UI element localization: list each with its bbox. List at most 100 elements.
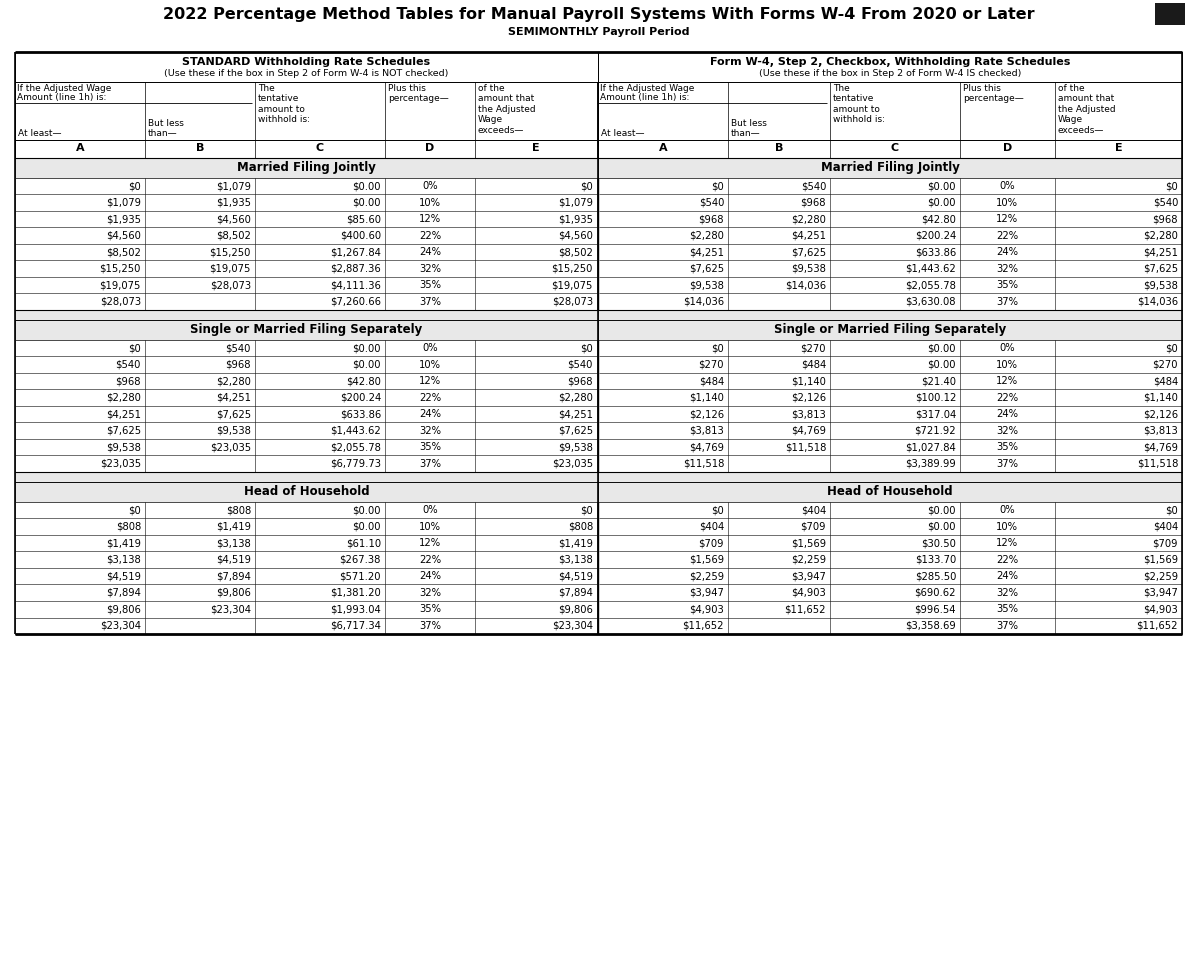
Text: $968: $968 [1152, 214, 1178, 225]
Text: $9,538: $9,538 [106, 442, 141, 452]
Text: $2,055.78: $2,055.78 [905, 280, 956, 291]
Bar [16, 320, 598, 340]
Text: $968: $968 [116, 376, 141, 386]
Text: $3,947: $3,947 [689, 588, 724, 598]
Text: $61.10: $61.10 [346, 538, 381, 548]
Text: $1,443.62: $1,443.62 [905, 263, 956, 274]
Text: 35%: 35% [996, 605, 1018, 614]
Bar [16, 227, 598, 244]
Text: $4,903: $4,903 [689, 605, 724, 614]
Text: 37%: 37% [419, 621, 441, 631]
Text: $9,538: $9,538 [1143, 280, 1178, 291]
Bar [16, 617, 598, 634]
Text: $11,652: $11,652 [683, 621, 724, 631]
Text: $709: $709 [698, 538, 724, 548]
Text: $540: $540 [1152, 197, 1178, 208]
Text: $0.00: $0.00 [352, 505, 381, 515]
Text: $15,250: $15,250 [210, 247, 251, 258]
Bar [16, 584, 598, 601]
Text: $540: $540 [698, 197, 724, 208]
Text: $4,251: $4,251 [106, 409, 141, 419]
Text: $968: $968 [800, 197, 826, 208]
Text: At least—: At least— [18, 129, 62, 138]
Text: $709: $709 [1152, 538, 1178, 548]
Bar [16, 158, 598, 178]
Text: $0.00: $0.00 [352, 197, 381, 208]
Text: 22%: 22% [996, 393, 1018, 402]
Text: 35%: 35% [996, 442, 1018, 452]
Text: $3,138: $3,138 [216, 538, 251, 548]
Text: $1,079: $1,079 [106, 197, 141, 208]
Text: 35%: 35% [419, 442, 441, 452]
Text: E: E [1115, 143, 1122, 153]
Bar [598, 456, 1182, 472]
Text: $4,251: $4,251 [216, 393, 251, 402]
Bar [598, 568, 1182, 584]
Bar [16, 194, 598, 211]
Bar [1155, 3, 1184, 25]
Text: $1,267.84: $1,267.84 [330, 247, 381, 258]
Bar [598, 617, 1182, 634]
Text: $996.54: $996.54 [915, 605, 956, 614]
Text: $633.86: $633.86 [340, 409, 381, 419]
Text: $1,079: $1,079 [216, 181, 251, 191]
Text: $2,280: $2,280 [792, 214, 826, 225]
Bar [16, 518, 598, 535]
Text: $1,935: $1,935 [216, 197, 251, 208]
Bar [598, 82, 1182, 140]
Text: $0: $0 [580, 505, 593, 515]
Text: $14,036: $14,036 [784, 280, 826, 291]
Text: Single or Married Filing Separately: Single or Married Filing Separately [774, 324, 1007, 336]
Text: $2,280: $2,280 [1143, 230, 1178, 241]
Text: $19,075: $19,075 [552, 280, 593, 291]
Bar [598, 158, 1182, 178]
Text: C: C [316, 143, 324, 153]
Text: $2,259: $2,259 [1143, 572, 1178, 581]
Text: $1,419: $1,419 [106, 538, 141, 548]
Text: $23,035: $23,035 [210, 442, 251, 452]
Text: $28,073: $28,073 [100, 296, 141, 307]
Text: 12%: 12% [996, 376, 1018, 386]
Bar [598, 277, 1182, 294]
Text: $0: $0 [128, 505, 141, 515]
Text: 35%: 35% [419, 605, 441, 614]
Text: $3,389.99: $3,389.99 [905, 459, 956, 469]
Text: $9,806: $9,806 [216, 588, 251, 598]
Text: 0%: 0% [999, 181, 1015, 191]
Text: $7,625: $7,625 [106, 426, 141, 435]
Text: Plus this
percentage—: Plus this percentage— [388, 84, 449, 103]
Text: $42.80: $42.80 [346, 376, 381, 386]
Text: $2,259: $2,259 [689, 572, 724, 581]
Text: $0: $0 [712, 343, 724, 353]
Text: $0.00: $0.00 [352, 181, 381, 191]
Bar [598, 178, 1182, 194]
Text: $9,806: $9,806 [106, 605, 141, 614]
Text: $4,769: $4,769 [689, 442, 724, 452]
Text: A: A [659, 143, 667, 153]
Text: $0: $0 [128, 181, 141, 191]
Text: 22%: 22% [996, 230, 1018, 241]
Text: $6,717.34: $6,717.34 [330, 621, 381, 631]
Text: 2022 Percentage Method Tables for Manual Payroll Systems With Forms W-4 From 202: 2022 Percentage Method Tables for Manual… [162, 7, 1034, 22]
Text: 0%: 0% [423, 343, 438, 353]
Text: 0%: 0% [423, 505, 438, 515]
Text: $7,625: $7,625 [216, 409, 251, 419]
Bar [598, 244, 1182, 260]
Text: $808: $808 [568, 522, 593, 532]
Bar [598, 390, 1182, 406]
Bar [598, 294, 1182, 310]
Text: $2,126: $2,126 [790, 393, 826, 402]
Bar [16, 423, 598, 439]
Bar [598, 482, 1182, 502]
Text: 37%: 37% [996, 459, 1018, 469]
Text: $484: $484 [698, 376, 724, 386]
Bar [16, 5, 1182, 55]
Text: $0: $0 [712, 181, 724, 191]
Bar [16, 294, 598, 310]
Text: $270: $270 [800, 343, 826, 353]
Text: $808: $808 [116, 522, 141, 532]
Text: At least—: At least— [601, 129, 645, 138]
Text: $1,027.84: $1,027.84 [905, 442, 956, 452]
Text: 37%: 37% [996, 296, 1018, 307]
Text: $540: $540 [567, 360, 593, 369]
